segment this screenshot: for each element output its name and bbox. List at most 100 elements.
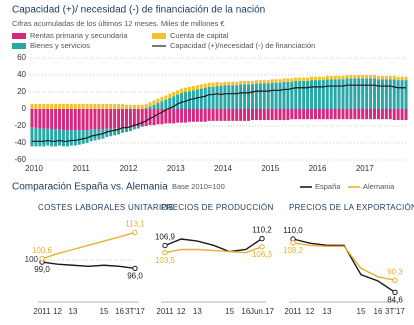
bar-segment <box>140 109 144 126</box>
y-tick-label: 100 <box>25 255 39 264</box>
bar-segment <box>101 103 105 109</box>
bar-segment <box>69 130 73 146</box>
bar-segment <box>380 109 384 120</box>
value-label: 108,2 <box>283 246 304 255</box>
bar-segment <box>388 75 392 80</box>
bar-segment <box>97 109 101 130</box>
bar-segment <box>148 106 152 109</box>
bar-segment <box>180 92 184 109</box>
bar-segment <box>89 103 93 109</box>
x-tick-label: 2011 <box>73 164 91 173</box>
bar-segment <box>30 103 34 109</box>
bar-segment <box>160 109 164 125</box>
bar-segment <box>274 82 278 109</box>
bar-segment <box>156 109 160 125</box>
bar-segment <box>50 109 54 130</box>
bar-segment <box>160 101 164 109</box>
legend-label: España <box>315 182 341 191</box>
bar-segment <box>345 78 349 109</box>
y-tick-label: 20 <box>17 87 26 96</box>
bar-segment <box>278 109 282 121</box>
bar-segment <box>250 109 254 121</box>
bar-segment <box>97 103 101 109</box>
bar-segment <box>128 127 132 132</box>
bar-segment <box>42 103 46 109</box>
legend-swatch <box>12 33 26 39</box>
bar-segment <box>187 86 191 92</box>
bar-segment <box>109 109 113 129</box>
bar-segment <box>243 80 247 85</box>
bar-segment <box>361 78 365 109</box>
line-series <box>292 238 396 293</box>
bar-segment <box>172 96 176 109</box>
bar-segment <box>144 103 148 109</box>
bar-segment <box>101 109 105 130</box>
value-label: 110,2 <box>252 226 272 235</box>
bar-segment <box>341 109 345 120</box>
bar-segment <box>211 86 215 109</box>
bar-segment <box>282 81 286 109</box>
x-tick-label: 12 <box>53 307 62 316</box>
value-label: 99,0 <box>34 265 50 274</box>
bar-segment <box>164 99 168 109</box>
bar-segment <box>152 100 156 105</box>
bar-segment <box>46 128 50 146</box>
bar-segment <box>172 92 176 97</box>
bar-segment <box>376 109 380 120</box>
bar-segment <box>77 130 81 145</box>
bar-segment <box>38 109 42 129</box>
bar-segment <box>124 104 128 109</box>
bar-segment <box>160 97 164 102</box>
bar-segment <box>361 75 365 79</box>
bar-segment <box>152 104 156 109</box>
bar-segment <box>392 79 396 109</box>
value-label: 106,9 <box>155 233 176 242</box>
bar-segment <box>58 103 62 109</box>
bar-segment <box>274 79 278 83</box>
bar-segment <box>396 80 400 109</box>
bar-segment <box>113 103 117 109</box>
bar-segment <box>105 103 109 109</box>
bar-segment <box>357 75 361 79</box>
bar-segment <box>254 109 258 121</box>
x-tick-label: 16 <box>115 307 124 316</box>
value-label: 100,6 <box>32 246 53 255</box>
x-tick-label: 13 <box>193 307 202 316</box>
bar-segment <box>136 126 140 129</box>
bar-segment <box>109 103 113 109</box>
x-tick-label: 15 <box>100 307 109 316</box>
bar-segment <box>384 79 388 109</box>
bar-segment <box>34 127 38 147</box>
bar-segment <box>373 75 377 79</box>
x-tick-label: 2013 <box>167 164 185 173</box>
bar-segment <box>117 109 121 129</box>
bar-segment <box>239 80 243 85</box>
line-series <box>164 246 263 254</box>
bar-segment <box>65 109 69 131</box>
bar-segment <box>81 103 85 109</box>
bar-segment <box>77 109 81 131</box>
bar-segment <box>61 103 65 109</box>
bar-segment <box>203 109 207 122</box>
legend-label: Capacidad (+)/necesidad (-) de financiac… <box>170 41 315 50</box>
x-tick-label: 3T'17 <box>385 307 405 316</box>
bar-segment <box>34 103 38 109</box>
bar-segment <box>54 109 58 130</box>
x-tick-label: 2015 <box>261 164 279 173</box>
bar-segment <box>266 83 270 109</box>
bar-segment <box>148 102 152 107</box>
bar-segment <box>199 84 203 89</box>
point-marker <box>132 265 138 272</box>
bar-segment <box>180 109 184 123</box>
value-label: 84,6 <box>387 295 403 304</box>
bar-segment <box>247 109 251 121</box>
bar-segment <box>270 109 274 121</box>
bar-segment <box>136 104 140 109</box>
legend-swatch <box>12 43 26 49</box>
bar-segment <box>400 76 404 81</box>
bar-segment <box>121 127 125 133</box>
bar-segment <box>270 79 274 83</box>
bar-segment <box>172 109 176 124</box>
bar-segment <box>235 85 239 109</box>
bar-segment <box>215 81 219 87</box>
